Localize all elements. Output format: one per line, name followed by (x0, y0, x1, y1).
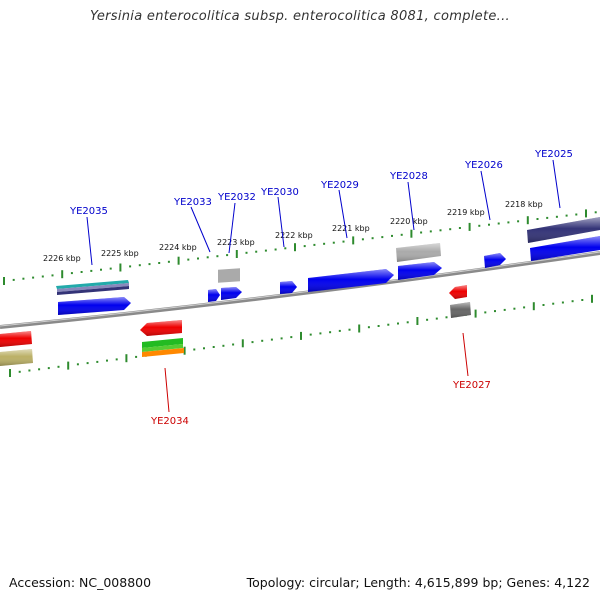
inner-tick-row (9, 294, 593, 377)
gene-label[interactable]: YE2032 (217, 192, 256, 203)
gene-ye2035[interactable] (56, 280, 131, 315)
gene-label[interactable]: YE2028 (389, 171, 428, 182)
scale-label: 2220 kbp (390, 217, 428, 226)
gene-label[interactable]: YE2033 (173, 197, 212, 208)
gene-ye2025[interactable] (527, 217, 600, 261)
forward-strand-genes (56, 217, 600, 315)
map-title: Yersinia enterocolitica subsp. enterocol… (90, 9, 510, 24)
gene-label[interactable]: YE2027 (452, 380, 491, 391)
scale-label: 2222 kbp (275, 231, 313, 240)
accession-text: Accession: NC_008800 (9, 575, 152, 590)
genome-summary-text: Topology: circular; Length: 4,615,899 bp… (246, 575, 590, 590)
scale-label: 2226 kbp (43, 254, 81, 263)
gene-label[interactable]: YE2025 (534, 149, 573, 160)
gene-ye2034[interactable] (140, 320, 184, 357)
gene-ye2030[interactable] (280, 281, 297, 294)
gene-ye2033[interactable] (208, 289, 220, 302)
scale-label: 2219 kbp (447, 208, 485, 217)
gene-ye2027[interactable] (449, 285, 471, 318)
scale-label: 2218 kbp (505, 200, 543, 209)
reverse-strand-genes (0, 285, 471, 366)
scale-label: 2223 kbp (217, 238, 255, 247)
scale-labels: 2226 kbp 2225 kbp 2224 kbp 2223 kbp 2222… (43, 200, 543, 263)
gene-ye2032[interactable] (218, 268, 242, 300)
genome-backbone (0, 251, 600, 329)
reverse-gene-labels: YE2034 YE2027 (150, 380, 491, 427)
gene-label[interactable]: YE2035 (69, 206, 108, 217)
forward-gene-labels: YE2035 YE2033 YE2032 YE2030 YE2029 YE202… (69, 149, 573, 217)
scale-label: 2224 kbp (159, 243, 197, 252)
label-leader-lines (86, 159, 561, 413)
gene-left-edge[interactable] (0, 331, 33, 366)
outer-tick-row (3, 209, 597, 285)
gene-ye2029[interactable] (308, 269, 394, 292)
scale-label: 2225 kbp (101, 249, 139, 258)
gene-label[interactable]: YE2034 (150, 416, 189, 427)
gene-label[interactable]: YE2029 (320, 180, 359, 191)
gene-label[interactable]: YE2030 (260, 187, 299, 198)
gene-label[interactable]: YE2026 (464, 160, 503, 171)
gene-ye2028[interactable] (396, 243, 442, 280)
scale-label: 2221 kbp (332, 224, 370, 233)
gene-ye2026[interactable] (484, 253, 506, 268)
